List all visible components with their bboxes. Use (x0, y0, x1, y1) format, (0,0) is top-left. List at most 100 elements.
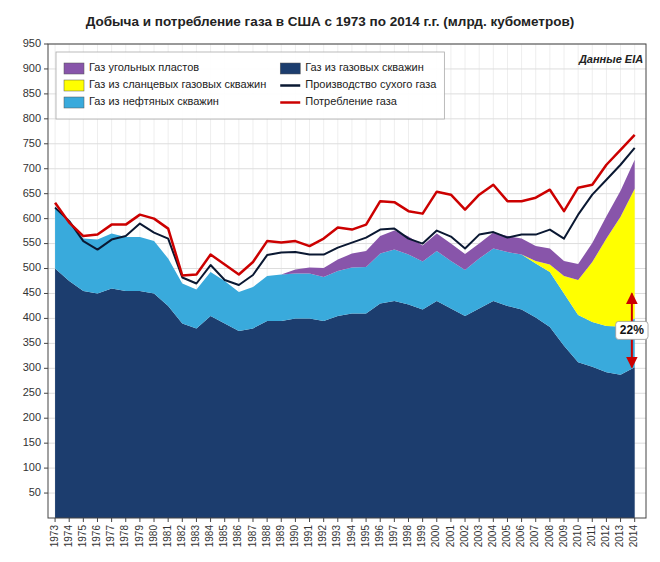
legend-label: Газ угольных пластов (89, 61, 199, 73)
chart: Добыча и потребление газа в США с 1973 п… (0, 0, 660, 562)
x-tick (139, 518, 140, 522)
source-label: Данные EIA (578, 53, 643, 65)
x-tick-label: 1996 (374, 525, 385, 548)
x-tick-label: 1976 (91, 525, 102, 548)
x-tick-label: 1983 (190, 525, 201, 548)
x-tick-label: 2001 (445, 525, 456, 548)
x-tick (450, 518, 451, 522)
x-tick (620, 518, 621, 522)
x-tick-label: 1990 (289, 525, 300, 548)
x-tick (238, 518, 239, 522)
x-tick (125, 518, 126, 522)
x-tick-label: 2010 (572, 525, 583, 548)
y-tick-label: 500 (23, 261, 41, 273)
x-tick (55, 518, 56, 522)
y-tick (44, 193, 48, 194)
x-tick (210, 518, 211, 522)
x-tick (408, 518, 409, 522)
y-axis: 5010015020025030035040045050055060065070… (23, 37, 48, 498)
x-tick (521, 518, 522, 522)
x-tick (323, 518, 324, 522)
legend-label: Газ из газовых скважин (305, 61, 424, 73)
x-tick (281, 518, 282, 522)
x-tick-label: 2013 (614, 525, 625, 548)
x-tick-label: 1973 (49, 525, 60, 548)
y-grid-line (48, 168, 646, 169)
x-tick-label: 1994 (346, 525, 357, 548)
y-tick-label: 700 (23, 162, 41, 174)
y-tick (44, 168, 48, 169)
x-tick-label: 2007 (529, 525, 540, 548)
x-tick-label: 1986 (232, 525, 243, 548)
y-grid-line (48, 218, 646, 219)
x-tick-label: 2003 (473, 525, 484, 548)
x-tick (465, 518, 466, 522)
legend-swatch (280, 63, 300, 74)
y-tick (44, 368, 48, 369)
x-tick (252, 518, 253, 522)
x-tick (535, 518, 536, 522)
legend-item: Газ из газовых скважин (280, 61, 424, 74)
x-tick (592, 518, 593, 522)
legend-swatch (64, 80, 84, 91)
legend-swatch (64, 63, 84, 74)
plot-data (55, 135, 635, 518)
y-tick (44, 268, 48, 269)
legend-line (280, 84, 300, 87)
x-tick-label: 1989 (275, 525, 286, 548)
legend-item: Газ из нефтяных скважин (64, 95, 219, 108)
legend-label: Производство сухого газа (305, 78, 437, 90)
y-tick (44, 293, 48, 294)
x-tick-label: 1987 (247, 525, 258, 548)
x-tick-label: 2009 (558, 525, 569, 548)
x-tick-label: 1998 (402, 525, 413, 548)
x-tick-label: 1985 (218, 525, 229, 548)
x-tick-label: 2012 (600, 525, 611, 548)
y-tick (44, 243, 48, 244)
x-tick (97, 518, 98, 522)
y-tick (44, 68, 48, 69)
x-tick (69, 518, 70, 522)
x-tick (578, 518, 579, 522)
y-tick-label: 950 (23, 37, 41, 49)
legend-label: Газ из нефтяных скважин (89, 95, 219, 107)
legend-swatch (64, 97, 84, 108)
y-tick-label: 50 (29, 486, 41, 498)
y-tick-label: 200 (23, 411, 41, 423)
y-tick-label: 450 (23, 286, 41, 298)
x-tick-label: 2011 (586, 525, 597, 547)
y-tick-label: 800 (23, 112, 41, 124)
x-tick (337, 518, 338, 522)
x-tick-label: 1993 (331, 525, 342, 548)
x-tick-label: 2004 (487, 525, 498, 548)
x-tick-label: 2006 (515, 525, 526, 548)
x-tick-label: 2008 (544, 525, 555, 548)
x-tick-label: 1977 (105, 525, 116, 548)
x-tick (196, 518, 197, 522)
y-tick-label: 150 (23, 436, 41, 448)
x-tick-label: 2005 (501, 525, 512, 548)
x-tick (479, 518, 480, 522)
x-tick-label: 1999 (416, 525, 427, 548)
x-axis: 1973197419751976197719781979198019811982… (49, 518, 640, 547)
x-tick-label: 1997 (388, 525, 399, 548)
x-tick (394, 518, 395, 522)
x-tick-label: 1978 (119, 525, 130, 548)
x-tick (366, 518, 367, 522)
y-grid-line (48, 143, 646, 144)
x-tick (507, 518, 508, 522)
x-tick (182, 518, 183, 522)
x-tick-label: 1979 (134, 525, 145, 548)
x-tick (267, 518, 268, 522)
y-tick (44, 343, 48, 344)
y-tick-label: 550 (23, 236, 41, 248)
y-tick (44, 493, 48, 494)
x-tick (606, 518, 607, 522)
line-5 (55, 135, 635, 276)
x-tick-label: 1992 (317, 525, 328, 548)
x-tick-label: 1975 (77, 525, 88, 548)
x-tick (422, 518, 423, 522)
y-tick-label: 400 (23, 311, 41, 323)
x-tick-label: 1974 (63, 525, 74, 548)
x-tick-label: 1991 (303, 525, 314, 548)
